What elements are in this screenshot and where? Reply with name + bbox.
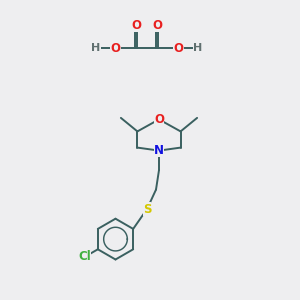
Text: O: O: [152, 19, 163, 32]
Text: O: O: [154, 113, 164, 126]
Text: O: O: [173, 41, 184, 55]
Text: H: H: [194, 43, 202, 53]
Text: O: O: [131, 19, 142, 32]
Text: Cl: Cl: [79, 250, 91, 263]
Text: N: N: [154, 144, 164, 157]
Text: S: S: [143, 202, 151, 216]
Text: O: O: [110, 41, 121, 55]
Text: H: H: [92, 43, 100, 53]
